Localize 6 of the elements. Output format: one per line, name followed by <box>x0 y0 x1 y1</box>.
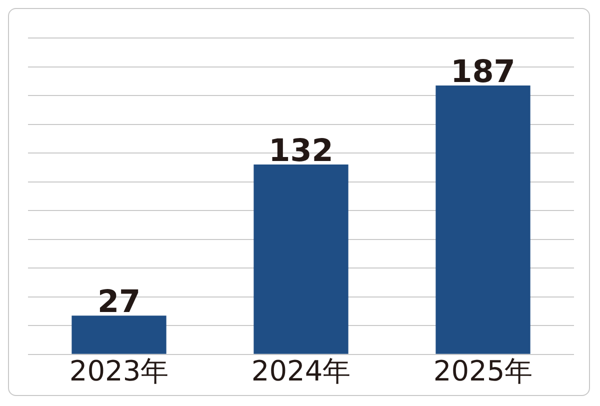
data-label: 187 <box>450 54 516 90</box>
x-tick-label: 2023年 <box>69 354 169 388</box>
data-label: 27 <box>97 284 141 320</box>
x-tick-label: 2025年 <box>433 354 533 388</box>
data-label: 132 <box>268 133 334 170</box>
x-tick-label: 2024年 <box>251 354 351 388</box>
